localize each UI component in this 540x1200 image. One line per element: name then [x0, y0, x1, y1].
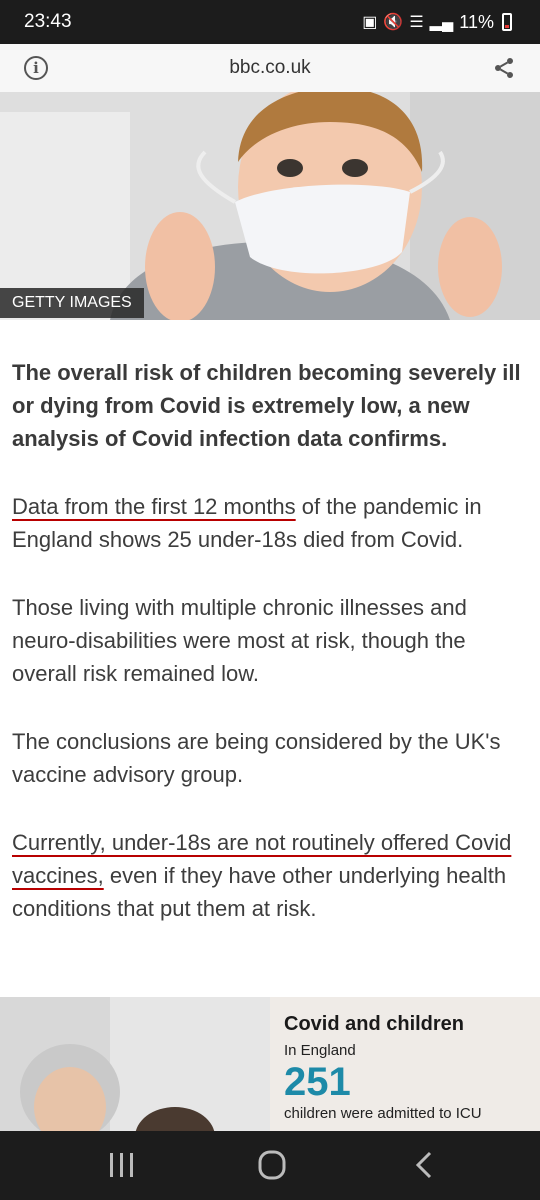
- article-body: The overall risk of children becoming se…: [12, 356, 530, 960]
- navigation-bar: [0, 1131, 540, 1200]
- info-icon[interactable]: i: [24, 56, 48, 80]
- paragraph-text: even if they have other underlying healt…: [12, 863, 507, 921]
- infographic: Covid and children In England 251 childr…: [0, 997, 540, 1131]
- infographic-panel: Covid and children In England 251 childr…: [270, 997, 540, 1131]
- recent-apps-icon[interactable]: [102, 1149, 142, 1181]
- infographic-subtitle: In England: [284, 1042, 356, 1059]
- data-link[interactable]: Data from the first 12 months: [12, 494, 296, 519]
- back-icon[interactable]: [404, 1149, 444, 1181]
- infographic-number: 251: [284, 1060, 351, 1104]
- mute-icon: 🔇: [383, 14, 404, 31]
- article-lead: The overall risk of children becoming se…: [12, 360, 521, 451]
- notification-icon: ▣: [362, 14, 378, 31]
- infographic-title: Covid and children: [284, 1013, 465, 1035]
- signal-icon: ▂▄: [429, 14, 454, 31]
- hero-image: GETTY IMAGES: [0, 92, 540, 320]
- image-caption: GETTY IMAGES: [0, 288, 144, 318]
- status-bar: 23:43 ▣ 🔇 ☰ ▂▄ 11%: [0, 0, 540, 44]
- infographic-photo: [0, 997, 270, 1131]
- paragraph-text: of the pandemic in England shows 25 unde…: [12, 494, 482, 552]
- article-paragraph: Currently, under-18s are not routinely o…: [12, 826, 530, 925]
- infographic-description: children were admitted to ICU: [284, 1105, 482, 1122]
- battery-percent: 11%: [459, 11, 494, 32]
- hero-illustration: [0, 92, 540, 320]
- article-paragraph: Data from the first 12 months of the pan…: [12, 490, 530, 556]
- status-icons: ▣ 🔇 ☰ ▂▄ 11%: [362, 12, 512, 33]
- article-paragraph: The conclusions are being considered by …: [12, 729, 501, 787]
- battery-icon: [502, 13, 512, 31]
- share-icon[interactable]: [492, 56, 516, 80]
- wifi-icon: ☰: [409, 14, 424, 31]
- vaccines-link[interactable]: Currently, under-18s are not routinely o…: [12, 830, 512, 888]
- url-text[interactable]: bbc.co.uk: [229, 57, 311, 78]
- doctor-illustration: [0, 997, 270, 1131]
- browser-toolbar: i bbc.co.uk: [0, 44, 540, 92]
- article-paragraph: Those living with multiple chronic illne…: [12, 595, 467, 686]
- status-time: 23:43: [24, 11, 72, 32]
- home-icon[interactable]: [252, 1149, 292, 1181]
